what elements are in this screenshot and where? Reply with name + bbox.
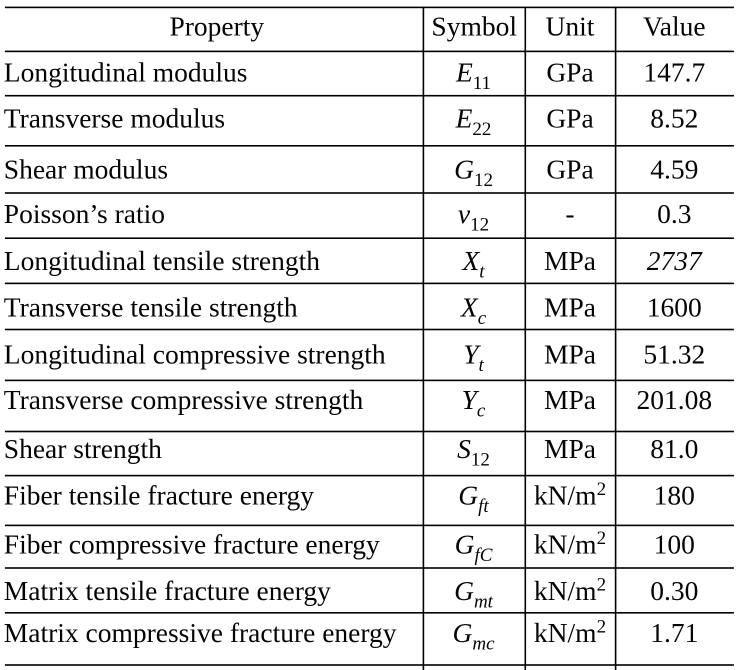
svg-text:MPa: MPa	[544, 433, 596, 464]
svg-text:S12: S12	[457, 433, 490, 471]
svg-text:GPa: GPa	[546, 56, 593, 87]
svg-text:E11: E11	[455, 56, 491, 94]
svg-text:GPa: GPa	[546, 154, 593, 185]
svg-text:E22: E22	[455, 103, 492, 141]
svg-text:Yt: Yt	[463, 339, 484, 377]
svg-text:GPa: GPa	[546, 103, 593, 134]
svg-text:Fiber compressive fracture ene: Fiber compressive fracture energy	[4, 528, 380, 559]
svg-text:81.0: 81.0	[650, 433, 698, 464]
svg-text:Symbol: Symbol	[431, 11, 517, 42]
svg-text:G12: G12	[454, 154, 493, 192]
svg-text:51.32: 51.32	[643, 339, 705, 370]
svg-text:4.59: 4.59	[650, 154, 698, 185]
svg-text:Longitudinal tensile strength: Longitudinal tensile strength	[4, 245, 320, 276]
svg-text:kN/m2: kN/m2	[534, 528, 606, 560]
svg-text:Longitudinal modulus: Longitudinal modulus	[4, 56, 248, 87]
svg-text:Transverse modulus: Transverse modulus	[4, 103, 225, 134]
svg-text:2737: 2737	[647, 245, 703, 276]
svg-text:147.7: 147.7	[643, 56, 705, 87]
svg-text:Value: Value	[643, 11, 706, 42]
svg-text:Fiber tensile fracture energy: Fiber tensile fracture energy	[4, 480, 315, 511]
svg-text:MPa: MPa	[544, 384, 596, 415]
svg-text:MPa: MPa	[544, 245, 596, 276]
svg-text:180: 180	[654, 480, 695, 511]
svg-text:Longitudinal compressive stren: Longitudinal compressive strength	[4, 339, 386, 370]
svg-text:100: 100	[654, 528, 695, 559]
svg-text:0.3: 0.3	[657, 198, 691, 229]
svg-text:MPa: MPa	[544, 339, 596, 370]
svg-text:Gft: Gft	[458, 480, 489, 517]
svg-text:kN/m2: kN/m2	[534, 617, 606, 649]
svg-text:0.30: 0.30	[650, 575, 698, 606]
svg-text:kN/m2: kN/m2	[534, 575, 606, 607]
svg-text:Unit: Unit	[546, 11, 595, 42]
svg-text:-: -	[565, 198, 574, 229]
svg-text:1600: 1600	[647, 291, 702, 322]
svg-text:Yc: Yc	[462, 384, 486, 422]
svg-text:ν12: ν12	[458, 198, 489, 236]
svg-text:Xt: Xt	[461, 245, 485, 283]
svg-text:Transverse tensile strength: Transverse tensile strength	[4, 291, 298, 322]
svg-text:8.52: 8.52	[650, 103, 698, 134]
svg-text:Poisson’s ratio: Poisson’s ratio	[4, 198, 165, 229]
svg-text:MPa: MPa	[544, 291, 596, 322]
svg-text:kN/m2: kN/m2	[534, 479, 606, 511]
svg-text:Property: Property	[169, 11, 264, 42]
svg-text:Gmc: Gmc	[452, 617, 495, 655]
svg-text:Gmt: Gmt	[454, 575, 494, 613]
svg-text:1.71: 1.71	[650, 617, 698, 648]
svg-text:Matrix compressive fracture en: Matrix compressive fracture energy	[4, 617, 397, 648]
svg-text:Xc: Xc	[460, 291, 487, 329]
svg-text:Shear strength: Shear strength	[4, 433, 162, 464]
svg-text:Transverse compressive strengt: Transverse compressive strength	[4, 384, 364, 415]
svg-text:Matrix tensile fracture energy: Matrix tensile fracture energy	[4, 575, 331, 606]
svg-text:Shear modulus: Shear modulus	[4, 154, 168, 185]
svg-text:201.08: 201.08	[636, 384, 712, 415]
svg-text:GfC: GfC	[455, 528, 493, 566]
